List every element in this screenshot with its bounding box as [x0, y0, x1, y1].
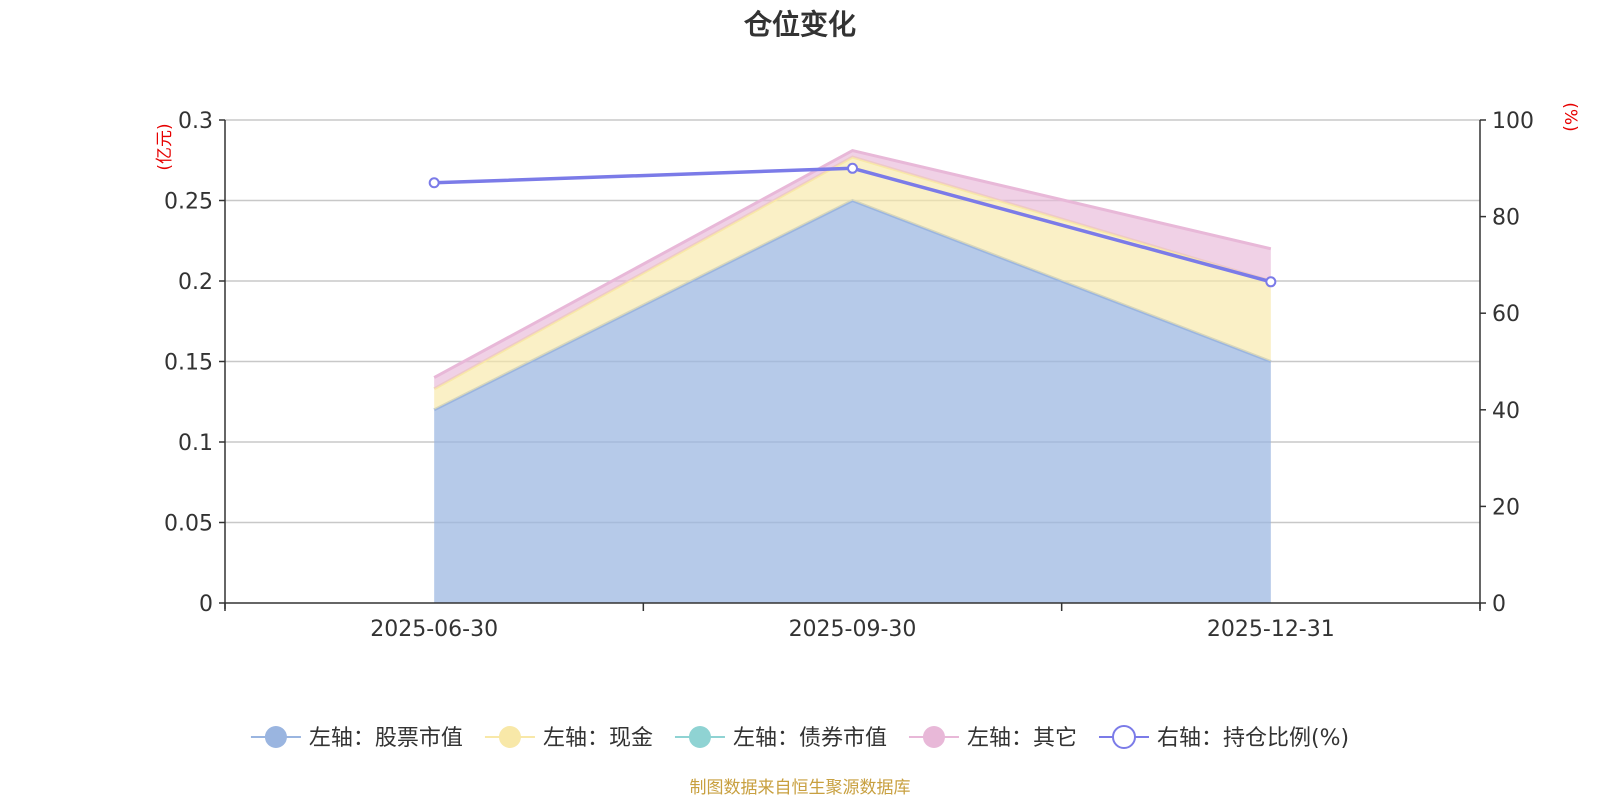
- legend-label: 左轴：其它: [967, 726, 1077, 751]
- left-tick-label: 0.1: [178, 431, 213, 456]
- area-series-0: [434, 200, 1271, 603]
- ratio-point: [847, 162, 858, 174]
- legend-symbol: [498, 726, 521, 748]
- legend-symbol: [688, 726, 711, 748]
- ratio-point: [1265, 276, 1277, 288]
- legend: 左轴：股票市值 左轴：现金 左轴：债券市值 左轴：其它 右轴：持仓比例(%): [250, 725, 1349, 751]
- left-tick-label: 0: [199, 592, 213, 617]
- x-tick-label: 2025-06-30: [370, 617, 498, 642]
- right-tick-label: 40: [1492, 399, 1520, 424]
- legend-item[interactable]: 左轴：股票市值: [250, 726, 463, 751]
- ratio-line: [428, 162, 1277, 288]
- right-axis-unit: (%): [1560, 102, 1580, 131]
- x-tick-label: 2025-12-31: [1207, 617, 1335, 642]
- left-tick-label: 0.25: [164, 190, 213, 215]
- area-series-3: [434, 150, 1271, 389]
- legend-symbol: [922, 726, 945, 748]
- legend-item[interactable]: 左轴：其它: [908, 726, 1077, 751]
- left-tick-label: 0.15: [164, 351, 213, 376]
- right-tick-label: 60: [1492, 302, 1520, 327]
- legend-item[interactable]: 左轴：债券市值: [674, 726, 887, 751]
- legend-label: 右轴：持仓比例(%): [1157, 726, 1349, 751]
- legend-item[interactable]: 左轴：现金: [484, 726, 653, 751]
- x-tick-label: 2025-09-30: [789, 617, 917, 642]
- legend-item[interactable]: 右轴：持仓比例(%): [1098, 725, 1349, 751]
- area-series-edge-3: [433, 148, 1272, 379]
- left-tick-label: 0.05: [164, 512, 213, 537]
- left-tick-label: 0.2: [178, 270, 213, 295]
- right-tick-label: 100: [1492, 109, 1534, 134]
- ratio-point: [428, 177, 440, 189]
- data-source-note: 制图数据来自恒生聚源数据库: [690, 778, 911, 798]
- right-tick-label: 80: [1492, 206, 1520, 231]
- legend-symbol: [264, 726, 287, 748]
- legend-symbol: [1111, 725, 1136, 749]
- axes: 0 0.05 0.1 0.15 0.2 0.25 0.3 0 20 40 60 80 100 2025-0…: [164, 109, 1534, 642]
- legend-label: 左轴：股票市值: [309, 726, 463, 751]
- legend-label: 左轴：债券市值: [733, 726, 887, 751]
- right-tick-label: 20: [1492, 495, 1520, 520]
- left-axis-unit: (亿元): [155, 123, 175, 170]
- chart-title: 仓位变化: [744, 8, 856, 41]
- stacked-areas: [433, 148, 1272, 603]
- legend-label: 左轴：现金: [543, 726, 653, 751]
- left-tick-label: 0.3: [178, 109, 213, 134]
- right-tick-label: 0: [1492, 592, 1506, 617]
